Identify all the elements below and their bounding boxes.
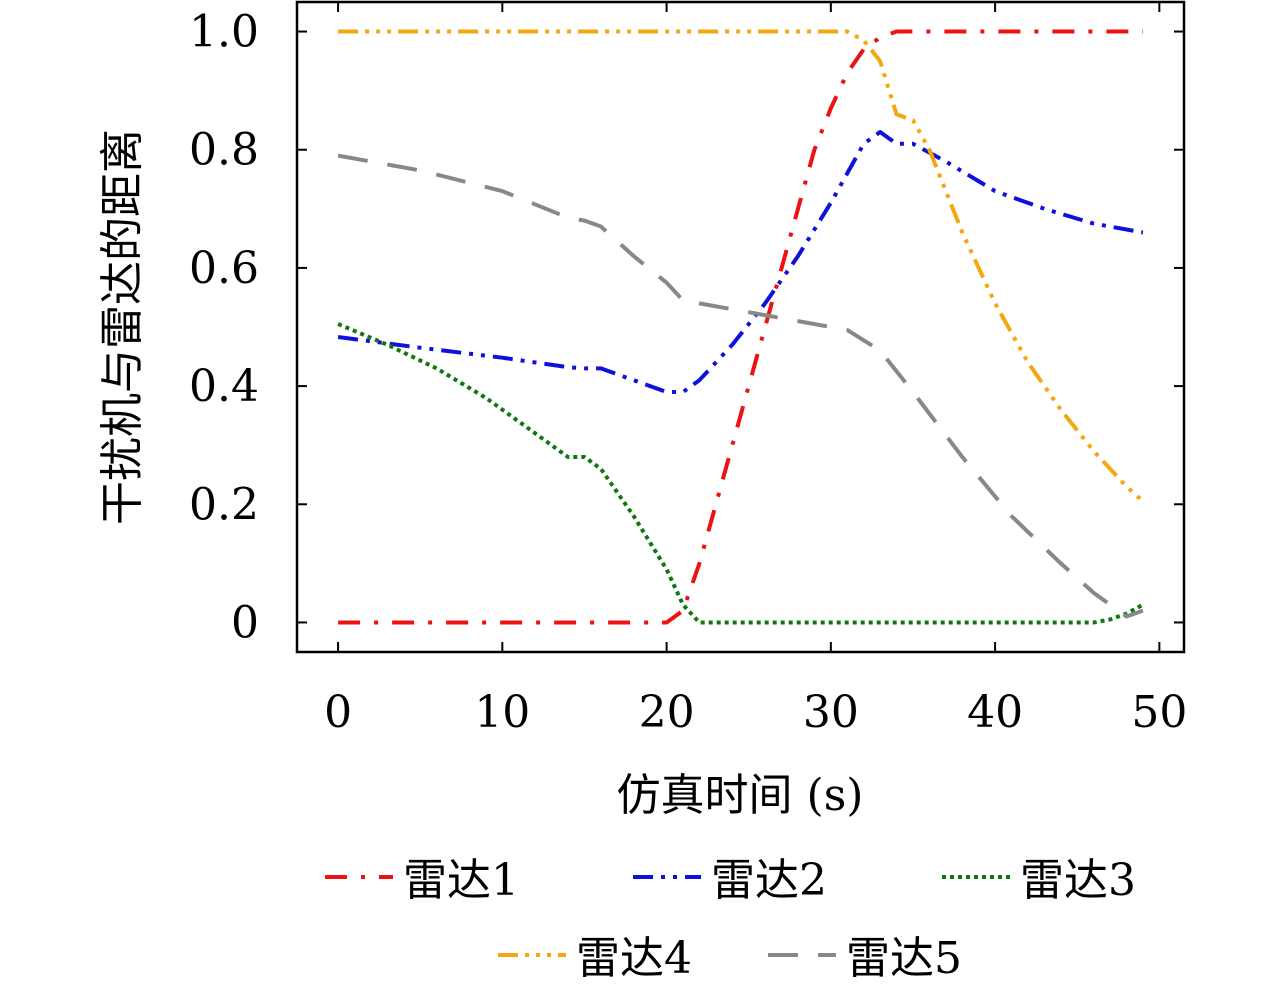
y-tick-label: 0 — [231, 597, 259, 648]
series-line-4 — [338, 29, 1145, 503]
legend-label-3: 雷达3 — [1020, 855, 1136, 906]
y-tick-label: 0.4 — [189, 361, 259, 412]
series-line-2 — [337, 130, 1144, 394]
y-tick-label: 0.8 — [189, 125, 259, 176]
series-line-5 — [337, 153, 1144, 619]
series-line-3 — [337, 322, 1144, 625]
y-axis-title: 干扰机与雷达的距离 — [97, 129, 148, 525]
legend-label-5: 雷达5 — [846, 933, 962, 984]
x-axis-title: 仿真时间 (s) — [617, 770, 864, 821]
y-axis-ticks: 0 0.2 0.4 0.6 0.8 1.0 — [189, 7, 1184, 648]
x-tick-label: 0 — [324, 687, 352, 738]
legend-label-2: 雷达2 — [711, 855, 827, 906]
plot-frame — [295, 0, 1186, 654]
series-lines — [337, 29, 1145, 625]
y-tick-label: 0.6 — [189, 243, 259, 294]
x-tick-label: 10 — [474, 687, 530, 738]
x-tick-label: 50 — [1131, 687, 1187, 738]
legend: 雷达1 雷达2 雷达3 雷达4 雷达5 — [325, 855, 1136, 984]
x-tick-label: 30 — [803, 687, 859, 738]
y-tick-label: 1.0 — [189, 7, 259, 58]
x-tick-label: 20 — [639, 687, 695, 738]
legend-label-1: 雷达1 — [403, 855, 519, 906]
y-tick-label: 0.2 — [189, 479, 259, 530]
x-axis-ticks: 0 10 20 30 40 50 — [324, 2, 1187, 738]
x-tick-label: 40 — [967, 687, 1023, 738]
legend-label-4: 雷达4 — [576, 933, 692, 984]
series-line-1 — [338, 29, 1143, 625]
